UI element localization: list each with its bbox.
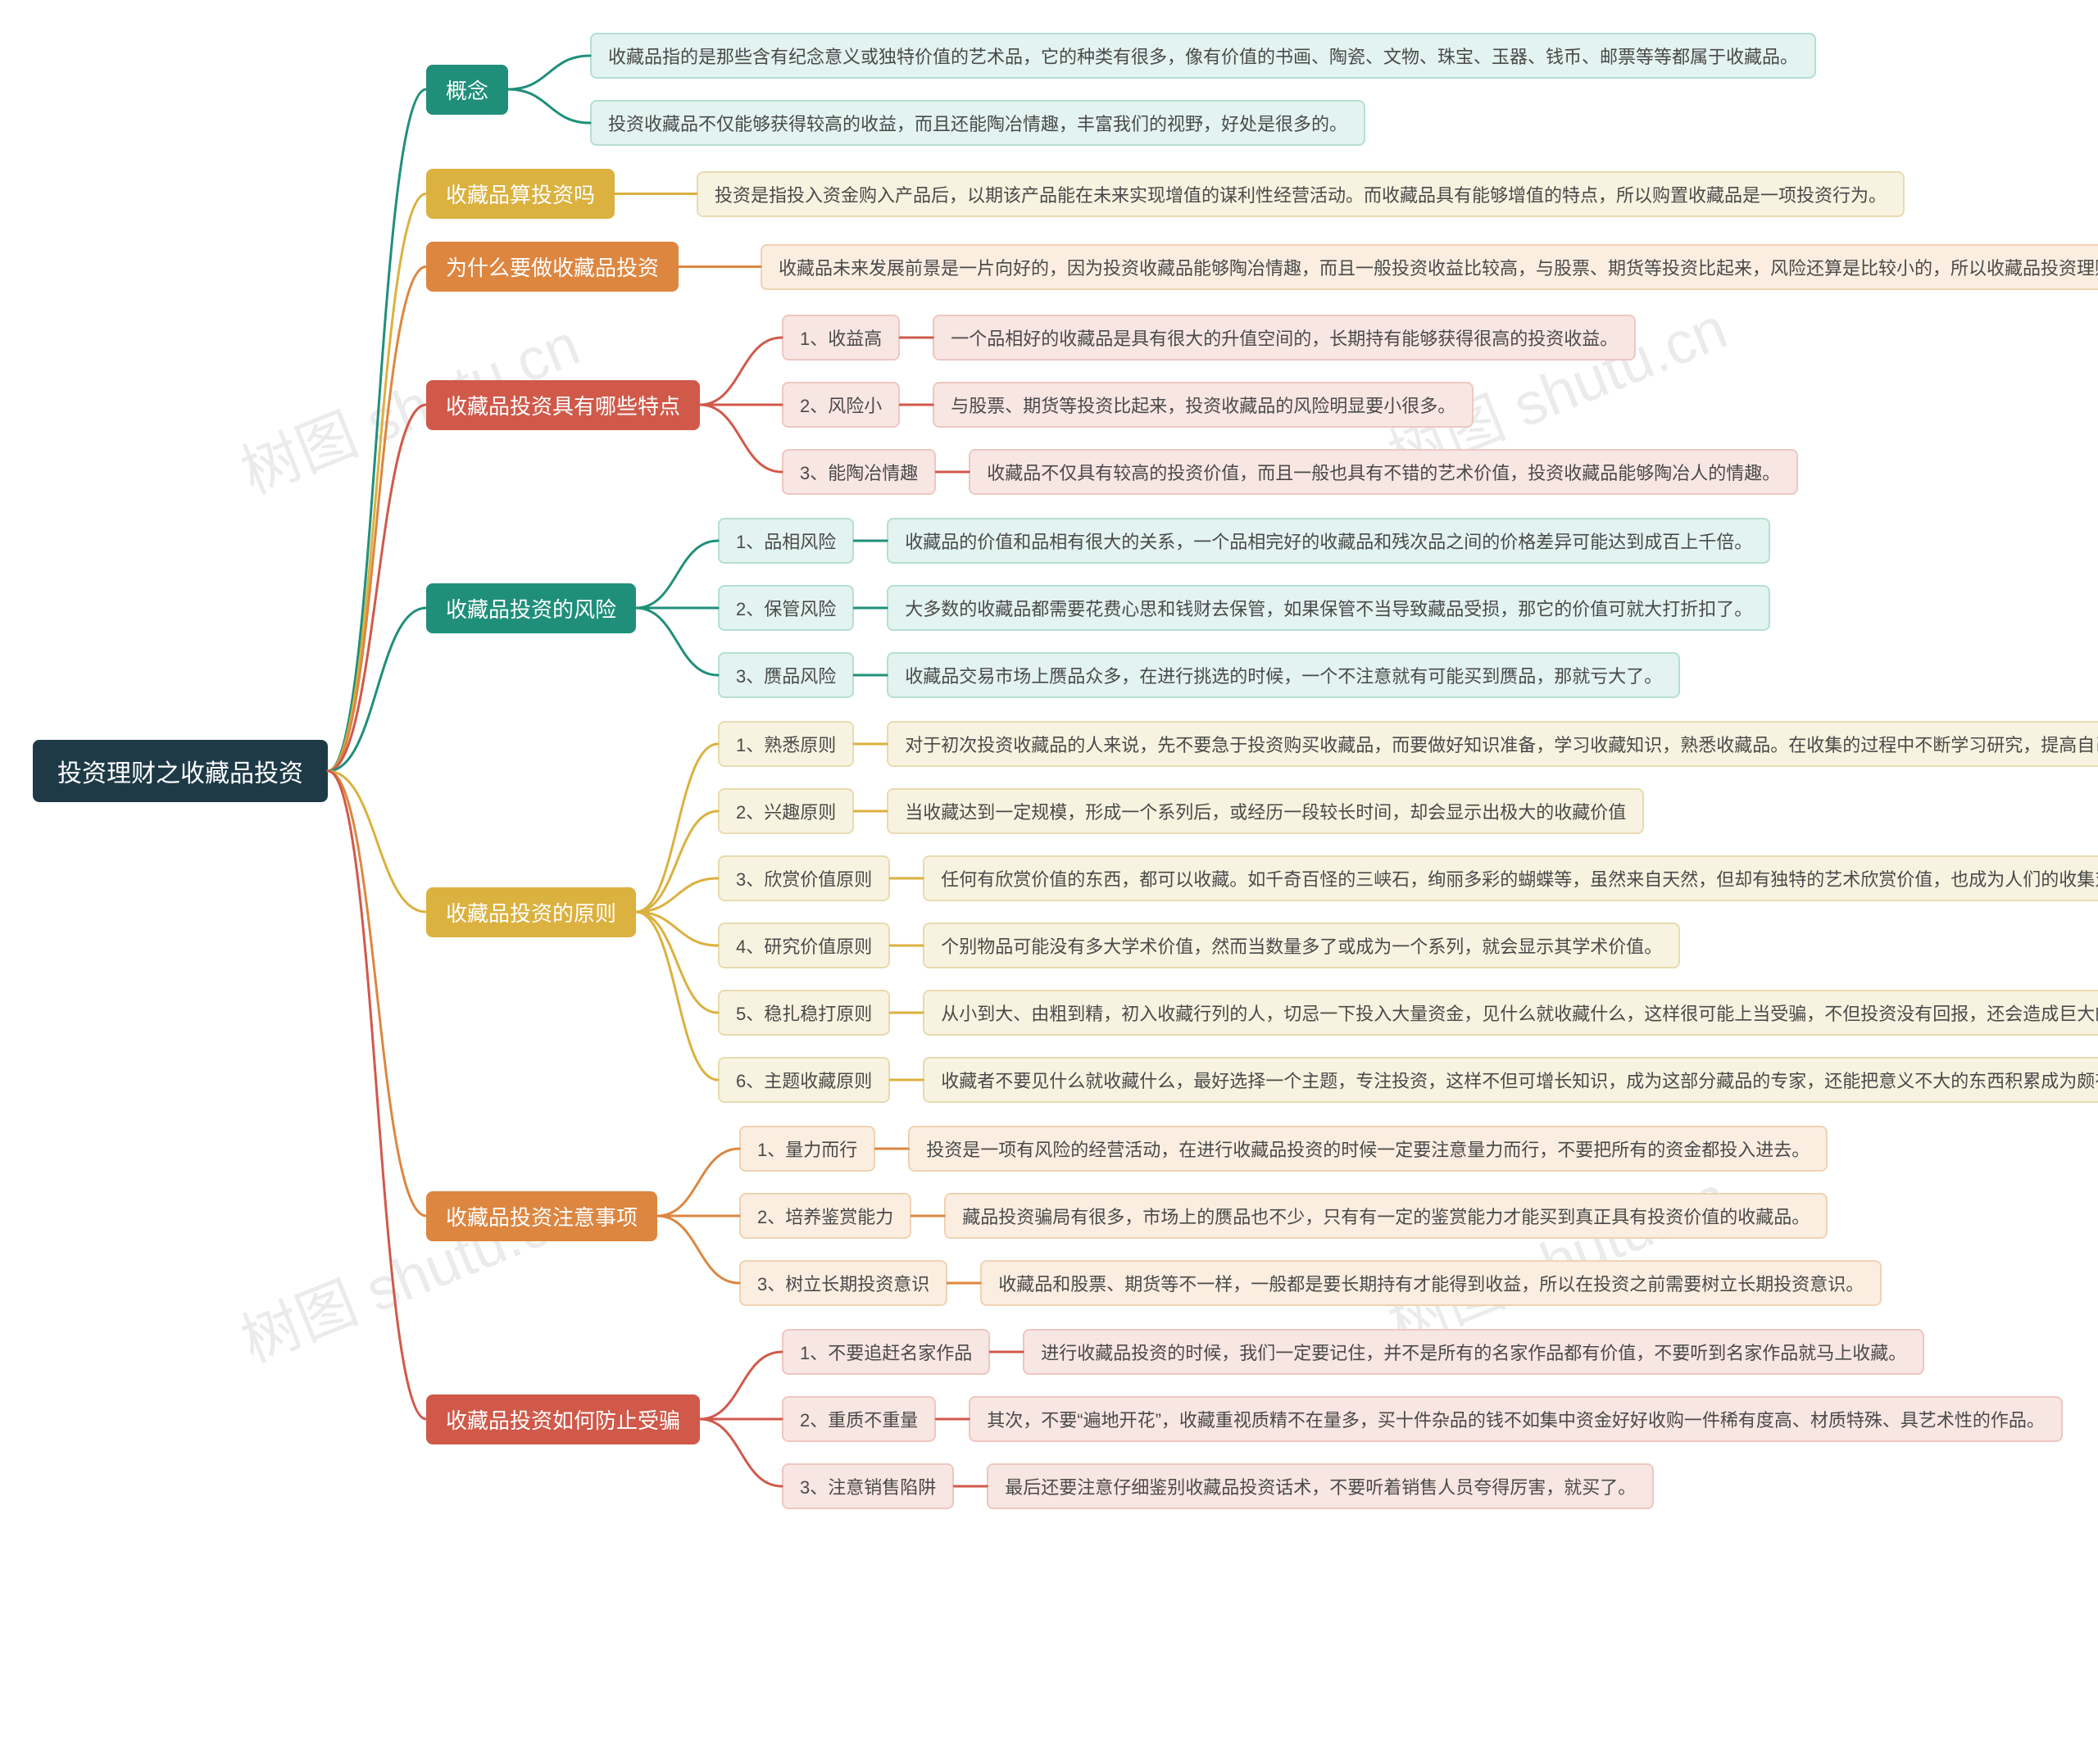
child-label[interactable]: 1、熟悉原则 — [718, 721, 854, 767]
child-row: 3、能陶冶情趣收藏品不仅具有较高的投资价值，而且一般也具有不错的艺术价值，投资收… — [782, 449, 1798, 495]
child-row: 2、保管风险大多数的收藏品都需要花费心思和钱财去保管，如果保管不当导致藏品受损，… — [718, 585, 1770, 631]
child-label[interactable]: 2、兴趣原则 — [718, 788, 854, 834]
branch-node-why[interactable]: 为什么要做收藏品投资 — [426, 242, 679, 292]
branch-node-notes[interactable]: 收藏品投资注意事项 — [426, 1191, 657, 1241]
child-row: 收藏品未来发展前景是一片向好的，因为投资收藏品能够陶冶情趣，而且一般投资收益比较… — [761, 244, 2098, 290]
branches-container: 概念 收藏品指的是那些含有纪念意义或独特价值的艺术品，它的种类有很多，像有价值的书… — [426, 33, 2098, 1509]
branch-node-features[interactable]: 收藏品投资具有哪些特点 — [426, 380, 700, 430]
leaf-node[interactable]: 收藏品和股票、期货等不一样，一般都是要长期持有才能得到收益，所以在投资之前需要树… — [980, 1260, 1882, 1306]
branch-node-risks[interactable]: 收藏品投资的风险 — [426, 583, 636, 633]
child-label[interactable]: 2、重质不重量 — [782, 1396, 936, 1442]
leaf-node[interactable]: 投资是一项有风险的经营活动，在进行收藏品投资的时候一定要注意量力而行，不要把所有… — [908, 1126, 1828, 1172]
child-label[interactable]: 3、欣赏价值原则 — [718, 855, 890, 901]
child-row: 2、风险小与股票、期货等投资比起来，投资收藏品的风险明显要小很多。 — [782, 382, 1798, 428]
child-row: 2、培养鉴赏能力藏品投资骗局有很多，市场上的赝品也不少，只有有一定的鉴赏能力才能… — [739, 1193, 1882, 1239]
child-row: 1、收益高一个品相好的收藏品是具有很大的升值空间的，长期持有能够获得很高的投资收… — [782, 315, 1798, 361]
child-row: 2、重质不重量其次，不要“遍地开花”，收藏重视质精不在量多，买十件杂品的钱不如集… — [782, 1396, 2063, 1442]
branch-row: 收藏品投资具有哪些特点 1、收益高一个品相好的收藏品是具有很大的升值空间的，长期持… — [426, 315, 2098, 495]
root-label: 投资理财之收藏品投资 — [57, 753, 303, 789]
child-label[interactable]: 3、能陶冶情趣 — [782, 449, 936, 495]
branch-row: 为什么要做收藏品投资 收藏品未来发展前景是一片向好的，因为投资收藏品能够陶冶情趣，… — [426, 242, 2098, 292]
children-container: 收藏品指的是那些含有纪念意义或独特价值的艺术品，它的种类有很多，像有价值的书画、… — [590, 33, 1816, 146]
branch-row: 概念 收藏品指的是那些含有纪念意义或独特价值的艺术品，它的种类有很多，像有价值的书… — [426, 33, 2098, 146]
leaf-node[interactable]: 大多数的收藏品都需要花费心思和钱财去保管，如果保管不当导致藏品受损，那它的价值可… — [887, 585, 1770, 631]
leaf-node[interactable]: 投资是指投入资金购入产品后，以期该产品能在未来实现增值的谋利性经营活动。而收藏品… — [697, 171, 1905, 217]
children-container: 1、量力而行投资是一项有风险的经营活动，在进行收藏品投资的时候一定要注意量力而行… — [739, 1126, 1882, 1306]
child-label[interactable]: 2、培养鉴赏能力 — [739, 1193, 911, 1239]
child-row: 3、赝品风险收藏品交易市场上赝品众多，在进行挑选的时候，一个不注意就有可能买到赝… — [718, 652, 1770, 698]
child-label[interactable]: 1、收益高 — [782, 315, 900, 361]
child-row: 1、不要追赶名家作品进行收藏品投资的时候，我们一定要记住，并不是所有的名家作品都… — [782, 1329, 2063, 1375]
child-row: 2、兴趣原则当收藏达到一定规模，形成一个系列后，或经历一段较长时间，却会显示出极… — [718, 788, 2098, 834]
leaf-node[interactable]: 从小到大、由粗到精，初入收藏行列的人，切忌一下投入大量资金，见什么就收藏什么，这… — [923, 990, 2098, 1036]
leaf-node[interactable]: 一个品相好的收藏品是具有很大的升值空间的，长期持有能够获得很高的投资收益。 — [933, 315, 1636, 361]
branch-node-principles[interactable]: 收藏品投资的原则 — [426, 887, 636, 937]
leaf-node[interactable]: 任何有欣赏价值的东西，都可以收藏。如千奇百怪的三峡石，绚丽多彩的蝴蝶等，虽然来自… — [923, 855, 2098, 901]
mindmap-container: 投资理财之收藏品投资 概念 收藏品指的是那些含有纪念意义或独特价值的艺术品，它的种… — [33, 33, 2098, 1509]
branch-node-is-invest[interactable]: 收藏品算投资吗 — [426, 169, 615, 219]
child-row: 1、品相风险收藏品的价值和品相有很大的关系，一个品相完好的收藏品和残次品之间的价… — [718, 518, 1770, 564]
child-row: 5、稳扎稳打原则从小到大、由粗到精，初入收藏行列的人，切忌一下投入大量资金，见什… — [718, 990, 2098, 1036]
branch-row: 收藏品算投资吗 投资是指投入资金购入产品后，以期该产品能在未来实现增值的谋利性经营… — [426, 169, 2098, 219]
leaf-node[interactable]: 收藏品未来发展前景是一片向好的，因为投资收藏品能够陶冶情趣，而且一般投资收益比较… — [761, 244, 2098, 290]
child-label[interactable]: 1、量力而行 — [739, 1126, 875, 1172]
children-container: 投资是指投入资金购入产品后，以期该产品能在未来实现增值的谋利性经营活动。而收藏品… — [697, 171, 1905, 217]
branch-row: 收藏品投资的风险 1、品相风险收藏品的价值和品相有很大的关系，一个品相完好的收藏品… — [426, 518, 2098, 698]
leaf-node[interactable]: 其次，不要“遍地开花”，收藏重视质精不在量多，买十件杂品的钱不如集中资金好好收购… — [969, 1396, 2063, 1442]
leaf-node[interactable]: 当收藏达到一定规模，形成一个系列后，或经历一段较长时间，却会显示出极大的收藏价值 — [887, 788, 1644, 834]
child-label[interactable]: 2、风险小 — [782, 382, 900, 428]
child-row: 3、树立长期投资意识收藏品和股票、期货等不一样，一般都是要长期持有才能得到收益，… — [739, 1260, 1882, 1306]
child-label[interactable]: 1、品相风险 — [718, 518, 854, 564]
branch-row: 收藏品投资如何防止受骗 1、不要追赶名家作品进行收藏品投资的时候，我们一定要记住，… — [426, 1329, 2098, 1509]
child-row: 6、主题收藏原则收藏者不要见什么就收藏什么，最好选择一个主题，专注投资，这样不但… — [718, 1057, 2098, 1103]
child-row: 1、熟悉原则对于初次投资收藏品的人来说，先不要急于投资购买收藏品，而要做好知识准… — [718, 721, 2098, 767]
child-row: 4、研究价值原则个别物品可能没有多大学术价值，然而当数量多了或成为一个系列，就会… — [718, 923, 2098, 968]
child-label[interactable]: 1、不要追赶名家作品 — [782, 1329, 990, 1375]
child-label[interactable]: 4、研究价值原则 — [718, 923, 890, 968]
leaf-node[interactable]: 收藏品指的是那些含有纪念意义或独特价值的艺术品，它的种类有很多，像有价值的书画、… — [590, 33, 1816, 79]
leaf-node[interactable]: 最后还要注意仔细鉴别收藏品投资话术，不要听着销售人员夸得厉害，就买了。 — [987, 1463, 1654, 1509]
children-container: 1、品相风险收藏品的价值和品相有很大的关系，一个品相完好的收藏品和残次品之间的价… — [718, 518, 1770, 698]
child-label[interactable]: 3、注意销售陷阱 — [782, 1463, 954, 1509]
child-row: 3、欣赏价值原则任何有欣赏价值的东西，都可以收藏。如千奇百怪的三峡石，绚丽多彩的… — [718, 855, 2098, 901]
children-container: 1、熟悉原则对于初次投资收藏品的人来说，先不要急于投资购买收藏品，而要做好知识准… — [718, 721, 2098, 1103]
leaf-node[interactable]: 藏品投资骗局有很多，市场上的赝品也不少，只有有一定的鉴赏能力才能买到真正具有投资… — [944, 1193, 1828, 1239]
leaf-node[interactable]: 对于初次投资收藏品的人来说，先不要急于投资购买收藏品，而要做好知识准备，学习收藏… — [887, 721, 2098, 767]
leaf-node[interactable]: 个别物品可能没有多大学术价值，然而当数量多了或成为一个系列，就会显示其学术价值。 — [923, 923, 1680, 968]
branch-node-fraud[interactable]: 收藏品投资如何防止受骗 — [426, 1394, 700, 1444]
child-label[interactable]: 6、主题收藏原则 — [718, 1057, 890, 1103]
child-label[interactable]: 3、树立长期投资意识 — [739, 1260, 947, 1306]
leaf-node[interactable]: 收藏品的价值和品相有很大的关系，一个品相完好的收藏品和残次品之间的价格差异可能达… — [887, 518, 1770, 564]
child-label[interactable]: 3、赝品风险 — [718, 652, 854, 698]
branch-row: 收藏品投资注意事项 1、量力而行投资是一项有风险的经营活动，在进行收藏品投资的时候… — [426, 1126, 2098, 1306]
child-row: 投资是指投入资金购入产品后，以期该产品能在未来实现增值的谋利性经营活动。而收藏品… — [697, 171, 1905, 217]
leaf-node[interactable]: 收藏者不要见什么就收藏什么，最好选择一个主题，专注投资，这样不但可增长知识，成为… — [923, 1057, 2098, 1103]
root-node[interactable]: 投资理财之收藏品投资 — [33, 740, 328, 802]
child-row: 3、注意销售陷阱最后还要注意仔细鉴别收藏品投资话术，不要听着销售人员夸得厉害，就… — [782, 1463, 2063, 1509]
children-container: 收藏品未来发展前景是一片向好的，因为投资收藏品能够陶冶情趣，而且一般投资收益比较… — [761, 244, 2098, 290]
child-row: 投资收藏品不仅能够获得较高的收益，而且还能陶冶情趣，丰富我们的视野，好处是很多的… — [590, 100, 1816, 146]
leaf-node[interactable]: 收藏品不仅具有较高的投资价值，而且一般也具有不错的艺术价值，投资收藏品能够陶冶人… — [969, 449, 1798, 495]
leaf-node[interactable]: 与股票、期货等投资比起来，投资收藏品的风险明显要小很多。 — [933, 382, 1474, 428]
children-container: 1、不要追赶名家作品进行收藏品投资的时候，我们一定要记住，并不是所有的名家作品都… — [782, 1329, 2063, 1509]
child-label[interactable]: 5、稳扎稳打原则 — [718, 990, 890, 1036]
child-row: 1、量力而行投资是一项有风险的经营活动，在进行收藏品投资的时候一定要注意量力而行… — [739, 1126, 1882, 1172]
children-container: 1、收益高一个品相好的收藏品是具有很大的升值空间的，长期持有能够获得很高的投资收… — [782, 315, 1798, 495]
branch-row: 收藏品投资的原则 1、熟悉原则对于初次投资收藏品的人来说，先不要急于投资购买收藏品… — [426, 721, 2098, 1103]
leaf-node[interactable]: 进行收藏品投资的时候，我们一定要记住，并不是所有的名家作品都有价值，不要听到名家… — [1023, 1329, 1924, 1375]
child-label[interactable]: 2、保管风险 — [718, 585, 854, 631]
child-row: 收藏品指的是那些含有纪念意义或独特价值的艺术品，它的种类有很多，像有价值的书画、… — [590, 33, 1816, 79]
branch-node-concept[interactable]: 概念 — [426, 65, 508, 115]
leaf-node[interactable]: 收藏品交易市场上赝品众多，在进行挑选的时候，一个不注意就有可能买到赝品，那就亏大… — [887, 652, 1680, 698]
leaf-node[interactable]: 投资收藏品不仅能够获得较高的收益，而且还能陶冶情趣，丰富我们的视野，好处是很多的… — [590, 100, 1365, 146]
